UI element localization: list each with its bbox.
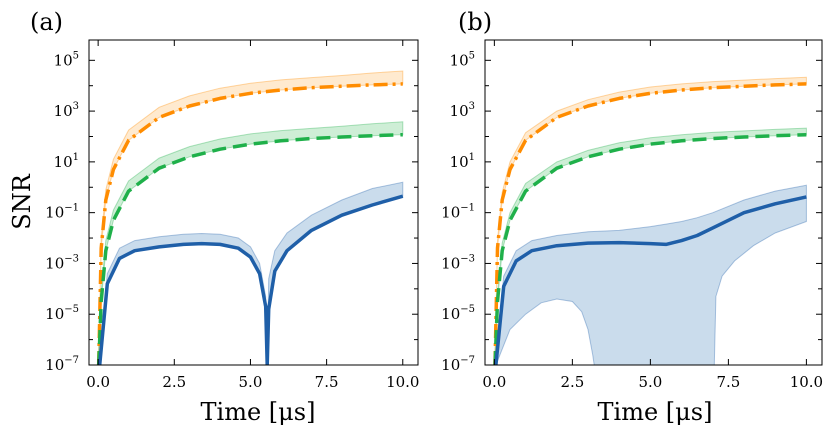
y-tick-label: 10−5 <box>45 304 79 323</box>
series-line-green <box>493 132 807 365</box>
y-tick-label: 10−7 <box>441 355 475 374</box>
series-line-blue <box>97 194 404 365</box>
panel-b-frame <box>484 39 823 366</box>
y-tick-label: 10−3 <box>441 253 475 272</box>
y-tick-label: 10−1 <box>45 203 79 222</box>
y-tick-label: 105 <box>450 50 475 69</box>
panel-b-x-axis-title: Time [μs] <box>598 398 713 426</box>
x-tick-label: 7.5 <box>716 373 740 391</box>
x-tick-label: 10.0 <box>790 373 823 391</box>
x-tick-label: 5.0 <box>638 373 662 391</box>
y-tick-label: 105 <box>54 50 79 69</box>
x-tick-label: 7.5 <box>315 373 339 391</box>
y-tick-label: 101 <box>450 152 475 171</box>
panel-a-chart: (a) 0.0 2.5 5.0 7.5 10.0 10−7 10−5 10−3 10−1 101 1… <box>8 8 419 426</box>
x-tick-label: 10.0 <box>386 373 419 391</box>
x-tick-label: 2.5 <box>162 373 186 391</box>
band-orange <box>98 70 404 365</box>
panel-a-x-axis-title: Time [μs] <box>201 398 316 426</box>
y-tick-label: 10−7 <box>45 355 79 374</box>
y-tick-label: 10−1 <box>441 203 475 222</box>
panel-b-chart: (b) 0.0 2.5 5.0 7.5 10.0 10−7 10−5 10−3 10−1 101 1… <box>441 8 823 426</box>
panel-a-frame <box>88 39 419 366</box>
band-blue <box>495 184 807 365</box>
series-line-blue <box>494 195 807 365</box>
y-tick-label: 101 <box>54 152 79 171</box>
x-tick-label: 0.0 <box>482 373 506 391</box>
y-tick-label: 103 <box>54 101 79 120</box>
x-tick-label: 0.0 <box>86 373 110 391</box>
y-tick-label: 103 <box>450 101 475 120</box>
x-tick-label: 5.0 <box>239 373 263 391</box>
panel-b-label: (b) <box>458 8 492 36</box>
series-line-orange <box>493 82 807 365</box>
y-axis-title: SNR <box>8 173 36 229</box>
panel-a-label: (a) <box>30 8 63 36</box>
series-line-orange <box>96 82 403 365</box>
y-tick-label: 10−5 <box>441 304 475 323</box>
series-line-green <box>96 132 403 365</box>
y-tick-label: 10−3 <box>45 253 79 272</box>
x-tick-label: 2.5 <box>560 373 584 391</box>
